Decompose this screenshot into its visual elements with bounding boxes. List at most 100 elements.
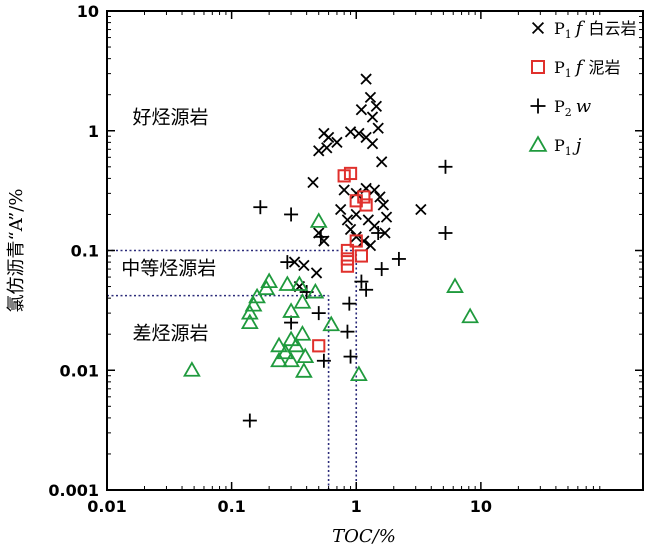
data-point-plus: [280, 255, 295, 270]
data-point-plus: [391, 251, 406, 266]
data-point-x: [298, 259, 310, 272]
data-point-triangle: [349, 365, 368, 381]
data-point-x: [380, 211, 393, 223]
data-point-plus: [342, 296, 357, 311]
data-point-plus: [313, 229, 328, 244]
data-point-square: [340, 243, 355, 258]
marker-stroke: [288, 256, 301, 268]
data-point-plus: [311, 306, 326, 321]
y-tick-label: 1: [88, 122, 99, 141]
legend: P1 f 白云岩 P1 f 泥岩 P2 w P1 j: [528, 18, 636, 158]
data-point-triangle: [294, 362, 313, 378]
data-point-triangle: [293, 293, 312, 309]
data-point-triangle: [270, 351, 288, 368]
data-point-plus: [284, 315, 299, 330]
data-point-x: [366, 111, 379, 123]
legend-marker-square: [531, 60, 545, 74]
marker-stroke: [376, 156, 388, 168]
data-point-x: [372, 122, 384, 134]
marker-stroke: [366, 137, 379, 150]
data-point-triangle: [282, 351, 300, 368]
data-point-x: [358, 235, 370, 247]
data-point-triangle: [278, 275, 297, 291]
data-point-x: [350, 187, 362, 200]
marker-stroke: [358, 235, 370, 247]
data-point-triangle: [240, 313, 259, 330]
data-point-x: [338, 184, 350, 196]
data-point-x: [377, 199, 390, 211]
marker-stroke: [370, 100, 383, 112]
data-point-plus: [438, 159, 453, 174]
marker-stroke: [355, 103, 368, 116]
data-point-triangle: [282, 302, 300, 318]
data-point-x: [374, 191, 386, 203]
marker-stroke: [334, 203, 347, 216]
data-point-square: [343, 166, 358, 181]
marker-stroke: [368, 220, 381, 232]
data-point-triangle: [461, 307, 480, 324]
marker-stroke: [307, 176, 319, 189]
data-point-triangle: [296, 347, 315, 364]
y-tick-label: 10: [77, 2, 99, 21]
data-point-x: [310, 267, 323, 279]
legend-label: P2 w: [554, 96, 592, 119]
data-point-plus: [371, 226, 386, 241]
data-point-square: [349, 234, 363, 248]
data-point-triangle: [260, 272, 279, 289]
region-label: 中等烃源岩: [121, 258, 216, 280]
data-point-triangle: [309, 212, 328, 228]
data-point-plus: [374, 262, 389, 277]
data-point-x: [334, 203, 347, 216]
marker-stroke: [350, 231, 362, 243]
data-point-square: [354, 249, 369, 263]
data-point-square: [312, 339, 326, 353]
marker-stroke: [364, 239, 377, 252]
data-point-x: [307, 176, 319, 189]
marker-stroke: [298, 259, 310, 272]
marker-stroke: [366, 111, 379, 123]
data-point-plus: [359, 282, 374, 297]
data-point-x: [341, 214, 354, 226]
data-point-x: [353, 127, 365, 140]
data-point-x: [376, 156, 388, 168]
y-axis-title: 氯仿沥青“A”/%: [6, 189, 27, 313]
data-point-square: [359, 198, 373, 212]
marker-stroke: [331, 136, 343, 149]
y-tick-label: 0.01: [60, 361, 99, 380]
data-point-x: [344, 223, 357, 236]
data-point-triangle: [293, 325, 312, 341]
marker-stroke: [341, 214, 354, 226]
data-point-square: [349, 194, 363, 208]
marker-stroke: [380, 211, 393, 223]
x-tick-label: 1: [351, 497, 362, 516]
data-point-plus: [340, 324, 355, 339]
marker-stroke: [353, 127, 365, 140]
data-point-x: [364, 239, 377, 252]
marker-stroke: [321, 142, 333, 154]
marker-stroke: [350, 187, 362, 200]
data-point-square: [340, 259, 355, 273]
legend-label: P1 f 白云岩: [554, 18, 636, 41]
marker-stroke: [377, 199, 390, 211]
y-tick-label: 0.001: [48, 481, 99, 500]
x-axis-title: TOC/%: [332, 526, 396, 547]
data-point-triangle: [287, 336, 306, 353]
marker-stroke: [415, 203, 427, 216]
region-label: 差烃源岩: [132, 323, 208, 345]
x-tick-label: 0.01: [87, 497, 126, 516]
data-point-x: [364, 91, 377, 104]
data-point-x: [370, 100, 383, 112]
data-point-x: [350, 231, 362, 243]
data-point-triangle: [306, 282, 325, 299]
x-tick-label: 0.1: [217, 497, 245, 516]
marker-stroke: [360, 131, 372, 144]
data-point-x: [313, 145, 325, 157]
marker-stroke: [374, 191, 386, 203]
legend-label: P1 j: [554, 135, 582, 158]
data-point-plus: [316, 353, 331, 368]
data-points: [182, 73, 480, 428]
data-point-triangle: [182, 361, 201, 377]
